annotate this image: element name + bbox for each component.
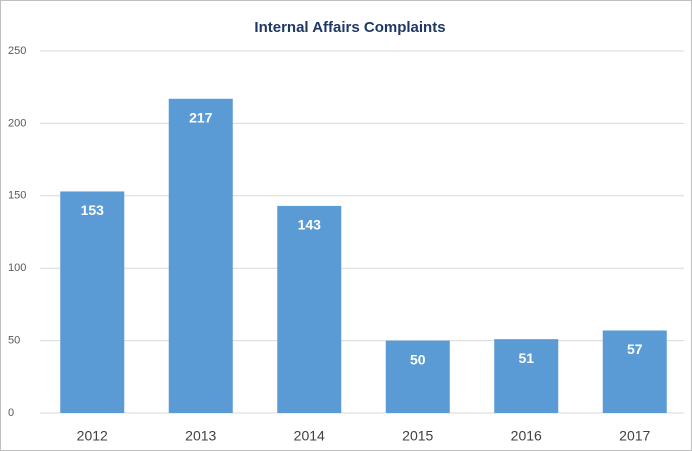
y-tick-label: 150 (8, 190, 26, 202)
y-tick-label: 50 (8, 335, 20, 347)
data-label: 50 (410, 351, 426, 367)
x-tick-label: 2013 (185, 428, 216, 444)
x-tick-label: 2014 (294, 428, 325, 444)
bar (277, 205, 342, 413)
x-tick-label: 2017 (619, 428, 650, 444)
data-label: 143 (298, 217, 322, 233)
data-label: 51 (518, 350, 534, 366)
data-label: 217 (189, 109, 213, 125)
bar (168, 98, 233, 413)
x-tick-label: 2015 (402, 428, 433, 444)
x-tick-label: 2012 (77, 428, 108, 444)
chart-title: Internal Affairs Complaints (254, 19, 445, 36)
bar (494, 339, 559, 413)
y-tick-label: 0 (8, 407, 14, 419)
data-label: 153 (81, 202, 105, 218)
bar (385, 340, 450, 413)
bar (602, 330, 667, 413)
data-label: 57 (627, 341, 643, 357)
y-tick-label: 250 (8, 45, 26, 57)
x-tick-label: 2016 (511, 428, 542, 444)
y-tick-label: 200 (8, 117, 26, 129)
y-tick-label: 100 (8, 262, 26, 274)
bar (60, 191, 125, 413)
